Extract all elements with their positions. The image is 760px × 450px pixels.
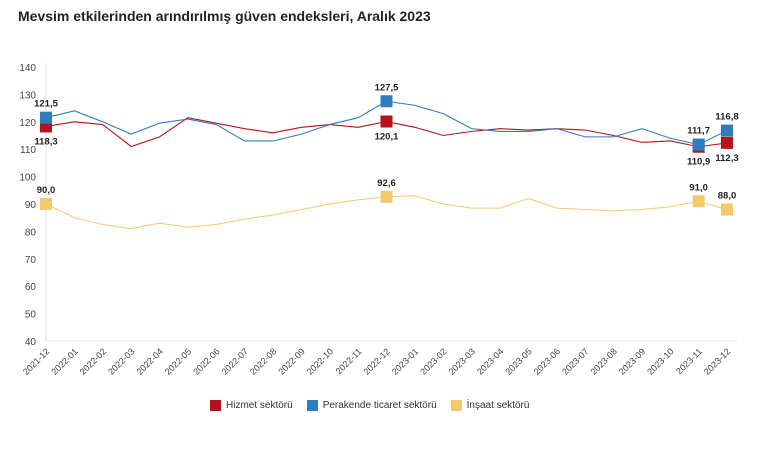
- x-tick-label: 2022-02: [78, 346, 108, 376]
- data-marker: [721, 124, 733, 137]
- x-tick-label: 2023-12: [702, 346, 732, 376]
- x-tick-label: 2023-08: [588, 346, 618, 376]
- data-marker: [380, 95, 393, 108]
- data-label: 111,7: [687, 126, 710, 137]
- data-marker: [40, 111, 52, 124]
- y-tick-label: 90: [25, 200, 37, 211]
- x-tick-label: 2022-11: [334, 346, 364, 376]
- data-label: 92,6: [377, 178, 396, 189]
- data-marker: [721, 203, 733, 216]
- data-label: 90,0: [37, 185, 56, 196]
- y-tick-label: 40: [25, 337, 37, 348]
- legend-label: Perakende ticaret sektörü: [322, 400, 437, 411]
- legend-swatch: [210, 400, 221, 411]
- y-tick-label: 60: [25, 282, 37, 293]
- data-label: 112,3: [715, 153, 738, 164]
- y-tick-label: 140: [19, 63, 36, 74]
- x-tick-label: 2022-03: [106, 346, 136, 376]
- x-tick-label: 2023-04: [475, 346, 505, 376]
- legend-label: Hizmet sektörü: [226, 400, 293, 411]
- x-tick-label: 2023-03: [447, 346, 477, 376]
- x-tick-label: 2023-05: [503, 346, 533, 376]
- data-marker: [40, 198, 52, 210]
- data-marker: [380, 115, 393, 128]
- data-label: 118,3: [34, 136, 57, 147]
- x-tick-label: 2022-10: [305, 346, 335, 376]
- y-tick-label: 100: [19, 173, 36, 184]
- data-marker: [692, 195, 705, 208]
- chart-title: Mevsim etkilerinden arındırılmış güven e…: [18, 8, 431, 24]
- data-label: 116,8: [715, 112, 738, 123]
- legend-item-perakende: Perakende ticaret sektörü: [306, 400, 437, 411]
- data-label: 127,5: [375, 82, 399, 93]
- data-marker: [380, 190, 393, 203]
- x-tick-label: 2022-08: [248, 346, 278, 376]
- y-tick-label: 50: [25, 310, 37, 321]
- y-tick-label: 70: [25, 255, 37, 266]
- x-tick-label: 2023-06: [532, 346, 562, 376]
- x-tick-label: 2022-06: [191, 346, 221, 376]
- x-tick-label: 2022-04: [134, 346, 164, 376]
- y-tick-label: 120: [19, 118, 36, 129]
- x-tick-label: 2023-10: [645, 346, 675, 376]
- legend-item-hizmet: Hizmet sektörü: [210, 400, 293, 411]
- x-tick-label: 2022-01: [49, 346, 79, 376]
- legend-item-insaat: İnşaat sektörü: [450, 400, 530, 411]
- x-tick-label: 2023-02: [418, 346, 448, 376]
- legend: Hizmet sektörü Perakende ticaret sektörü…: [210, 400, 529, 411]
- x-tick-label: 2022-09: [276, 346, 306, 376]
- x-tick-label: 2023-01: [390, 346, 420, 376]
- legend-swatch: [306, 400, 318, 411]
- data-label: 120,1: [375, 132, 399, 143]
- data-label: 91,0: [689, 182, 708, 193]
- data-label: 88,0: [718, 190, 737, 201]
- data-marker: [692, 138, 705, 151]
- y-tick-label: 110: [20, 145, 36, 156]
- x-tick-label: 2022-07: [220, 346, 250, 376]
- legend-label: İnşaat sektörü: [466, 400, 530, 411]
- data-marker: [721, 136, 733, 149]
- legend-swatch: [450, 400, 462, 411]
- x-tick-label: 2022-05: [163, 346, 193, 376]
- data-label: 110,9: [687, 157, 710, 168]
- x-tick-label: 2023-11: [674, 346, 704, 376]
- y-tick-label: 80: [25, 227, 37, 238]
- x-tick-label: 2023-07: [560, 346, 590, 376]
- x-tick-label: 2023-09: [617, 346, 647, 376]
- y-tick-label: 130: [19, 90, 36, 101]
- x-tick-label: 2022-12: [361, 346, 391, 376]
- data-label: 121,5: [34, 99, 58, 110]
- x-tick-label: 2021-12: [21, 346, 51, 376]
